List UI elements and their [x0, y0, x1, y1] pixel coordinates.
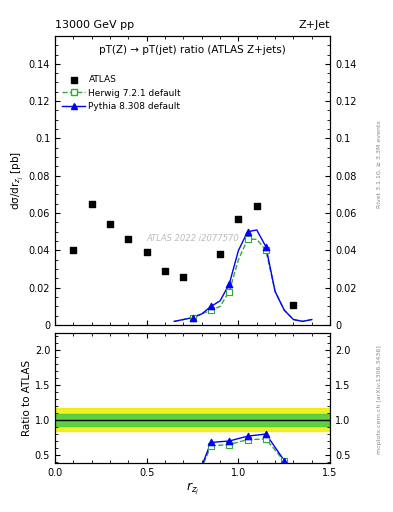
Herwig 7.2.1 default [263, 246, 269, 254]
Point [208, 442, 214, 450]
ATLAS [125, 235, 132, 243]
Herwig 7.2.1 default [244, 235, 251, 243]
Pythia 8.308 default [189, 313, 196, 322]
ATLAS [180, 272, 187, 281]
Point [208, 438, 214, 446]
Point [226, 437, 232, 445]
Point [263, 435, 269, 443]
Point [281, 457, 287, 465]
Text: Rivet 3.1.10, ≥ 3.3M events: Rivet 3.1.10, ≥ 3.3M events [377, 120, 382, 208]
ATLAS [143, 248, 150, 257]
Point [226, 440, 232, 449]
Herwig 7.2.1 default [226, 287, 232, 295]
Y-axis label: Ratio to ATLAS: Ratio to ATLAS [22, 360, 32, 436]
ATLAS [162, 267, 168, 275]
ATLAS [88, 200, 95, 208]
Text: mcplots.cern.ch [arXiv:1306.3436]: mcplots.cern.ch [arXiv:1306.3436] [377, 345, 382, 454]
Legend: ATLAS, Herwig 7.2.1 default, Pythia 8.308 default: ATLAS, Herwig 7.2.1 default, Pythia 8.30… [62, 75, 181, 111]
Pythia 8.308 default [244, 228, 251, 236]
ATLAS [70, 246, 77, 254]
Herwig 7.2.1 default [208, 306, 214, 314]
Point [244, 432, 251, 440]
X-axis label: $r_{z_j}$: $r_{z_j}$ [186, 481, 199, 497]
ATLAS [217, 250, 223, 258]
Pythia 8.308 default [263, 243, 269, 251]
Pythia 8.308 default [226, 280, 232, 288]
Y-axis label: dσ/dr$_{z_j}$ [pb]: dσ/dr$_{z_j}$ [pb] [10, 151, 26, 210]
Point [281, 457, 287, 465]
ATLAS [107, 220, 113, 228]
Text: Z+Jet: Z+Jet [299, 19, 330, 30]
ATLAS [290, 301, 297, 309]
Point [244, 436, 251, 444]
ATLAS [253, 202, 260, 210]
ATLAS [235, 215, 242, 223]
Text: 13000 GeV pp: 13000 GeV pp [55, 19, 134, 30]
Herwig 7.2.1 default [189, 313, 196, 322]
Text: pT(Z) → pT(jet) ratio (ATLAS Z+jets): pT(Z) → pT(jet) ratio (ATLAS Z+jets) [99, 45, 286, 54]
Pythia 8.308 default [208, 303, 214, 311]
Point [263, 430, 269, 438]
Text: ATLAS 2022 i2077570: ATLAS 2022 i2077570 [146, 234, 239, 243]
